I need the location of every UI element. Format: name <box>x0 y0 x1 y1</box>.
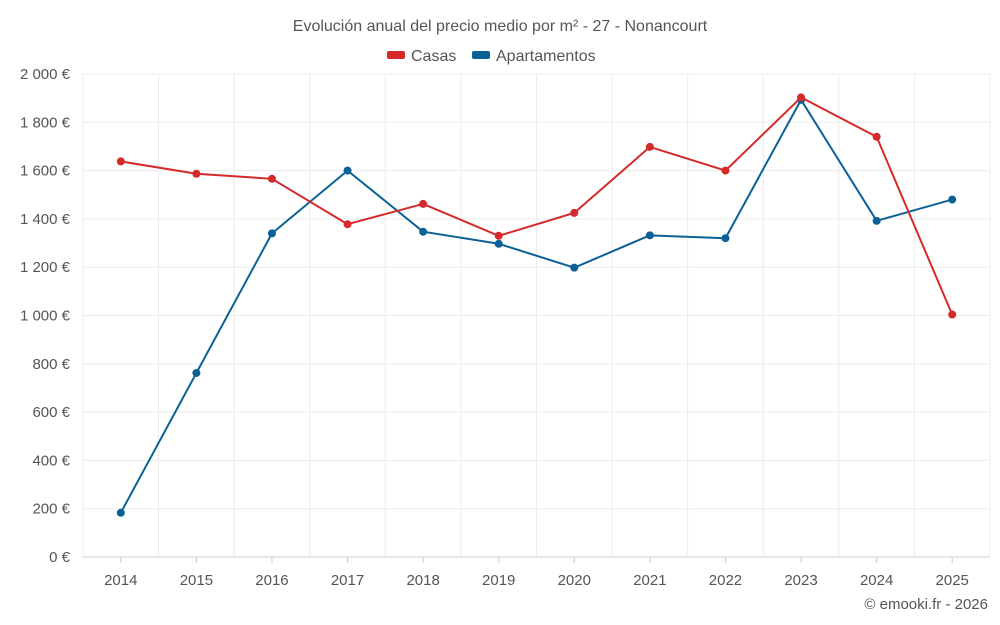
x-tick-label: 2022 <box>709 572 742 589</box>
series-line-apartamentos <box>119 98 953 514</box>
data-point-apartamentos[interactable] <box>645 231 654 240</box>
data-point-casas[interactable] <box>116 157 125 166</box>
data-point-casas[interactable] <box>948 310 957 319</box>
data-point-casas[interactable] <box>872 132 881 141</box>
data-point-casas[interactable] <box>494 231 503 240</box>
y-axis-ticks: 0 € 200 € 400 € 600 € 800 € 1 000 € 1 200 € 1 4… <box>20 66 71 566</box>
x-tick-label: 2015 <box>180 572 213 589</box>
legend: Casas Apartamentos <box>387 48 596 65</box>
data-point-casas[interactable] <box>343 220 352 229</box>
y-tick-label: 1 000 € <box>20 308 71 325</box>
data-point-apartamentos[interactable] <box>343 166 352 175</box>
data-point-apartamentos[interactable] <box>267 229 276 238</box>
legend-swatch-apartamentos <box>472 51 490 59</box>
data-point-apartamentos[interactable] <box>570 263 579 272</box>
series-casas <box>116 93 957 319</box>
x-tick-label: 2025 <box>936 572 969 589</box>
data-point-casas[interactable] <box>570 208 579 217</box>
data-point-casas[interactable] <box>797 93 806 102</box>
data-point-apartamentos[interactable] <box>192 368 201 377</box>
y-tick-label: 800 € <box>32 356 70 373</box>
x-tick-label: 2018 <box>406 572 439 589</box>
x-tick-label: 2014 <box>104 572 137 589</box>
data-point-casas[interactable] <box>267 174 276 183</box>
data-point-apartamentos[interactable] <box>116 508 125 517</box>
y-tick-label: 1 800 € <box>20 114 71 131</box>
x-tick-label: 2017 <box>331 572 364 589</box>
legend-swatch-casas <box>387 51 405 59</box>
data-point-apartamentos[interactable] <box>419 227 428 236</box>
y-tick-label: 0 € <box>49 549 71 566</box>
y-tick-label: 1 600 € <box>20 163 71 180</box>
grid <box>82 73 991 558</box>
x-tick-label: 2021 <box>633 572 666 589</box>
data-point-casas[interactable] <box>192 169 201 178</box>
y-tick-label: 600 € <box>32 404 70 421</box>
data-point-casas[interactable] <box>645 142 654 151</box>
series-line-casas <box>120 96 954 315</box>
y-tick-label: 1 200 € <box>20 259 71 276</box>
legend-label-casas[interactable]: Casas <box>411 48 456 65</box>
y-tick-label: 400 € <box>32 452 70 469</box>
x-tick-label: 2020 <box>558 572 591 589</box>
legend-label-apartamentos[interactable]: Apartamentos <box>496 48 596 65</box>
data-point-apartamentos[interactable] <box>721 234 730 243</box>
series <box>116 93 957 517</box>
chart-title: Evolución anual del precio medio por m² … <box>293 18 708 35</box>
series-apartamentos <box>116 95 957 517</box>
data-point-apartamentos[interactable] <box>494 239 503 248</box>
x-tick-label: 2023 <box>784 572 817 589</box>
y-tick-label: 200 € <box>32 501 70 518</box>
y-tick-label: 2 000 € <box>20 66 71 83</box>
credit-text: © emooki.fr - 2026 <box>864 596 988 613</box>
x-tick-label: 2024 <box>860 572 893 589</box>
x-tick-label: 2016 <box>255 572 288 589</box>
data-point-casas[interactable] <box>721 166 730 175</box>
x-tick-label: 2019 <box>482 572 515 589</box>
y-tick-label: 1 400 € <box>20 211 71 228</box>
data-point-casas[interactable] <box>419 199 428 208</box>
x-axis-ticks: 2014 2015 2016 2017 2018 2019 2020 2021 2022 2023… <box>104 557 969 589</box>
data-point-apartamentos[interactable] <box>872 216 881 225</box>
data-point-apartamentos[interactable] <box>948 195 957 204</box>
